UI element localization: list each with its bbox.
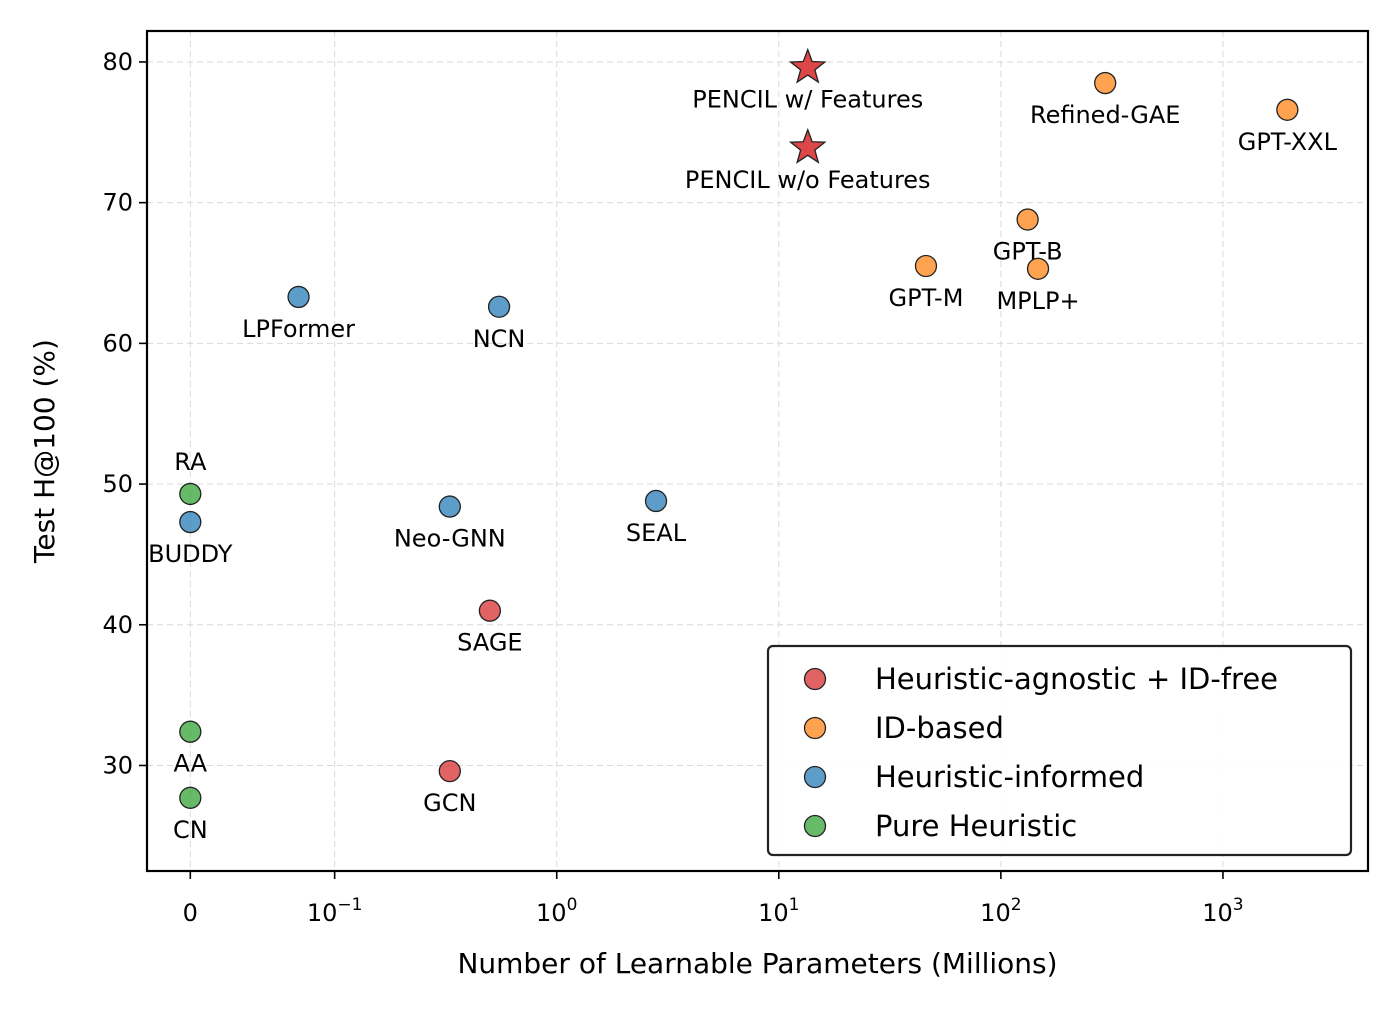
y-axis-label: Test H@100 (%) bbox=[28, 339, 61, 564]
x-tick-exponent: 0 bbox=[567, 895, 578, 915]
label-aa: AA bbox=[174, 750, 208, 778]
legend-marker-heuristic-informed bbox=[803, 765, 827, 789]
point-sage bbox=[478, 599, 502, 622]
label-gpt-b: GPT-B bbox=[993, 238, 1063, 266]
label-buddy: BUDDY bbox=[148, 540, 233, 568]
legend-marker-id-based bbox=[803, 716, 827, 740]
x-tick-label: 10−1 bbox=[307, 895, 363, 927]
label-ra: RA bbox=[174, 448, 207, 476]
plot-frame bbox=[145, 29, 1370, 873]
point-pencil-w-features bbox=[788, 47, 827, 84]
x-tick-label: 0 bbox=[183, 899, 198, 927]
legend-label-pure-heuristic: Pure Heuristic bbox=[875, 809, 1077, 843]
y-tick-label: 50 bbox=[102, 470, 133, 498]
label-pencil-w-o-features: PENCIL w/o Features bbox=[685, 166, 931, 194]
x-tick-base: 10 bbox=[1202, 899, 1233, 927]
point-gpt-xxl bbox=[1276, 98, 1299, 121]
point-cn bbox=[179, 786, 202, 809]
label-seal: SEAL bbox=[626, 519, 687, 547]
x-tick-base: 10 bbox=[536, 899, 567, 927]
point-ra bbox=[179, 482, 202, 506]
point-seal bbox=[644, 489, 668, 513]
point-mplp bbox=[1026, 257, 1050, 280]
label-refined-gae: Refined-GAE bbox=[1030, 101, 1180, 129]
legend-label-id-based: ID-based bbox=[875, 711, 1004, 745]
point-gpt-b bbox=[1016, 208, 1039, 231]
point-gpt-m bbox=[914, 254, 938, 278]
label-sage: SAGE bbox=[457, 629, 522, 657]
label-mplp: MPLP+ bbox=[996, 287, 1079, 315]
x-tick-label: 102 bbox=[980, 895, 1021, 927]
y-tick-label: 60 bbox=[102, 329, 133, 357]
label-cn: CN bbox=[173, 816, 208, 844]
legend-label-heuristic-informed: Heuristic-informed bbox=[875, 760, 1144, 794]
x-tick-exponent: 1 bbox=[789, 895, 800, 915]
label-pencil-w-features: PENCIL w/ Features bbox=[692, 86, 923, 114]
point-ncn bbox=[487, 295, 511, 318]
grid-lines bbox=[147, 31, 1368, 871]
y-tick-label: 30 bbox=[102, 751, 133, 779]
y-tick-label: 80 bbox=[102, 48, 133, 76]
point-pencil-w-o-features bbox=[788, 127, 827, 164]
label-lpformer: LPFormer bbox=[242, 315, 355, 343]
y-axis-ticks: 30 40 50 60 70 80 bbox=[102, 48, 147, 779]
y-tick-label: 70 bbox=[102, 189, 133, 217]
point-buddy bbox=[179, 510, 202, 534]
point-labels: PENCIL w/ Features PENCIL w/o Features SAG… bbox=[148, 86, 1337, 844]
point-refined-gae bbox=[1094, 71, 1117, 95]
x-tick-exponent: 2 bbox=[1011, 895, 1022, 915]
x-tick-label: 101 bbox=[758, 895, 799, 927]
x-axis-label: Number of Learnable Parameters (Millions… bbox=[457, 947, 1057, 980]
label-neo-gnn: Neo-GNN bbox=[394, 525, 506, 553]
label-gcn: GCN bbox=[423, 789, 476, 817]
x-tick-base: 10 bbox=[758, 899, 789, 927]
label-ncn: NCN bbox=[473, 325, 526, 353]
point-neo-gnn bbox=[438, 495, 461, 518]
point-aa bbox=[179, 720, 202, 743]
legend-box bbox=[766, 644, 1353, 857]
x-tick-exponent: −1 bbox=[337, 895, 362, 915]
legend-marker-heuristic-agnostic-id-free bbox=[803, 667, 827, 691]
label-gpt-xxl: GPT-XXL bbox=[1238, 128, 1338, 156]
legend: Heuristic-agnostic + ID-free ID-based Heur… bbox=[766, 644, 1353, 857]
point-gcn bbox=[438, 759, 461, 783]
data-points bbox=[179, 47, 1299, 809]
point-lpformer bbox=[287, 285, 310, 309]
label-gpt-m: GPT-M bbox=[889, 284, 964, 312]
x-axis-ticks: 0 10−1 100 101 102 103 bbox=[183, 871, 1244, 927]
y-tick-label: 40 bbox=[102, 611, 133, 639]
x-tick-label: 103 bbox=[1202, 895, 1243, 927]
x-tick-label: 100 bbox=[536, 895, 577, 927]
legend-marker-pure-heuristic bbox=[803, 814, 827, 838]
x-tick-base: 10 bbox=[307, 899, 338, 927]
x-tick-base: 10 bbox=[980, 899, 1011, 927]
legend-label-heuristic-agnostic-id-free: Heuristic-agnostic + ID-free bbox=[875, 662, 1278, 696]
x-tick-exponent: 3 bbox=[1233, 895, 1244, 915]
